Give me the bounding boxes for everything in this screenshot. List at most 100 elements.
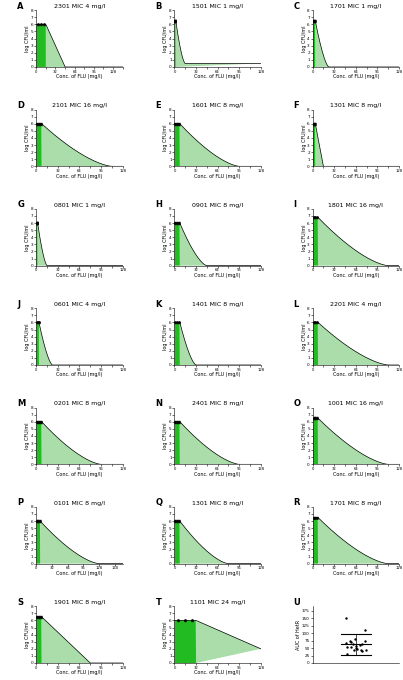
Polygon shape: [36, 322, 39, 365]
Point: [342, 613, 349, 624]
Y-axis label: log CFU/ml: log CFU/ml: [301, 124, 307, 151]
Y-axis label: log CFU/ml: log CFU/ml: [25, 324, 30, 350]
Y-axis label: log CFU/ml: log CFU/ml: [25, 423, 30, 449]
Title: 1401 MIC 8 mg/l: 1401 MIC 8 mg/l: [192, 302, 243, 307]
Polygon shape: [180, 322, 261, 365]
Polygon shape: [37, 223, 123, 266]
Title: 1301 MIC 8 mg/l: 1301 MIC 8 mg/l: [330, 103, 381, 108]
Polygon shape: [318, 418, 399, 464]
Polygon shape: [174, 620, 196, 663]
Title: 1601 MIC 8 mg/l: 1601 MIC 8 mg/l: [192, 103, 243, 108]
Text: U: U: [294, 598, 300, 607]
X-axis label: Conc. of FLU (mg/l): Conc. of FLU (mg/l): [56, 273, 103, 278]
Polygon shape: [313, 517, 318, 564]
Title: 1701 MIC 8 mg/l: 1701 MIC 8 mg/l: [330, 500, 381, 506]
X-axis label: Conc. of FLU (mg/l): Conc. of FLU (mg/l): [56, 74, 103, 80]
Polygon shape: [180, 124, 261, 167]
X-axis label: Conc. of FLU (mg/l): Conc. of FLU (mg/l): [194, 174, 241, 179]
Title: 2101 MIC 16 mg/l: 2101 MIC 16 mg/l: [52, 103, 107, 108]
Text: C: C: [294, 1, 300, 11]
Y-axis label: log CFU/ml: log CFU/ml: [25, 522, 30, 549]
Polygon shape: [36, 521, 40, 564]
Text: D: D: [17, 101, 24, 110]
X-axis label: Conc. of FLU (mg/l): Conc. of FLU (mg/l): [56, 571, 103, 576]
Polygon shape: [313, 124, 315, 167]
Point: [348, 636, 355, 647]
Text: O: O: [294, 399, 301, 408]
X-axis label: Conc. of FLU (mg/l): Conc. of FLU (mg/l): [332, 571, 379, 576]
Text: G: G: [17, 201, 24, 209]
Polygon shape: [174, 21, 176, 67]
Title: 2301 MIC 4 mg/l: 2301 MIC 4 mg/l: [54, 4, 105, 9]
Title: 1901 MIC 8 mg/l: 1901 MIC 8 mg/l: [54, 600, 105, 605]
Y-axis label: log CFU/ml: log CFU/ml: [25, 124, 30, 151]
X-axis label: Conc. of FLU (mg/l): Conc. of FLU (mg/l): [194, 571, 241, 576]
X-axis label: Conc. of FLU (mg/l): Conc. of FLU (mg/l): [332, 472, 379, 477]
Polygon shape: [40, 521, 123, 564]
Text: M: M: [17, 399, 25, 408]
Y-axis label: log CFU/ml: log CFU/ml: [163, 423, 168, 449]
Polygon shape: [39, 322, 123, 365]
Y-axis label: log CFU/ml: log CFU/ml: [25, 622, 30, 648]
Text: A: A: [17, 1, 24, 11]
X-axis label: Conc. of FLU (mg/l): Conc. of FLU (mg/l): [194, 670, 241, 675]
Title: 1801 MIC 16 mg/l: 1801 MIC 16 mg/l: [328, 203, 383, 208]
Text: S: S: [17, 598, 23, 607]
Polygon shape: [315, 124, 399, 167]
Text: I: I: [294, 201, 297, 209]
X-axis label: Conc. of FLU (mg/l): Conc. of FLU (mg/l): [56, 373, 103, 377]
Polygon shape: [174, 521, 180, 564]
Polygon shape: [180, 422, 261, 464]
Polygon shape: [318, 517, 399, 564]
Point: [347, 641, 354, 652]
Polygon shape: [180, 521, 261, 564]
Polygon shape: [36, 617, 42, 663]
Point: [361, 636, 368, 647]
Point: [350, 638, 356, 649]
Text: J: J: [17, 300, 20, 309]
Polygon shape: [174, 422, 180, 464]
X-axis label: Conc. of FLU (mg/l): Conc. of FLU (mg/l): [194, 472, 241, 477]
Polygon shape: [318, 218, 399, 266]
X-axis label: Conc. of FLU (mg/l): Conc. of FLU (mg/l): [194, 74, 241, 80]
Title: 0101 MIC 8 mg/l: 0101 MIC 8 mg/l: [54, 500, 105, 506]
Y-axis label: AUC of HetR: AUC of HetR: [296, 619, 301, 649]
Text: B: B: [156, 1, 162, 11]
Title: 1001 MIC 16 mg/l: 1001 MIC 16 mg/l: [328, 401, 383, 407]
Title: 1701 MIC 1 mg/l: 1701 MIC 1 mg/l: [330, 4, 381, 9]
Y-axis label: log CFU/ml: log CFU/ml: [163, 224, 168, 250]
X-axis label: Conc. of FLU (mg/l): Conc. of FLU (mg/l): [194, 273, 241, 278]
Y-axis label: log CFU/ml: log CFU/ml: [163, 522, 168, 549]
Title: 1301 MIC 8 mg/l: 1301 MIC 8 mg/l: [192, 500, 243, 506]
Point: [343, 637, 350, 648]
Polygon shape: [180, 223, 261, 266]
Point: [351, 634, 358, 645]
Y-axis label: log CFU/ml: log CFU/ml: [301, 324, 307, 350]
Y-axis label: log CFU/ml: log CFU/ml: [301, 423, 307, 449]
Text: K: K: [156, 300, 162, 309]
Polygon shape: [36, 124, 42, 167]
X-axis label: Conc. of FLU (mg/l): Conc. of FLU (mg/l): [332, 74, 379, 80]
X-axis label: Conc. of FLU (mg/l): Conc. of FLU (mg/l): [194, 373, 241, 377]
Polygon shape: [318, 322, 399, 365]
Polygon shape: [174, 223, 180, 266]
Point: [362, 625, 368, 636]
Text: N: N: [156, 399, 162, 408]
Polygon shape: [42, 124, 123, 167]
Title: 0901 MIC 8 mg/l: 0901 MIC 8 mg/l: [192, 203, 243, 208]
X-axis label: Conc. of FLU (mg/l): Conc. of FLU (mg/l): [332, 174, 379, 179]
X-axis label: Conc. of FLU (mg/l): Conc. of FLU (mg/l): [56, 670, 103, 675]
Polygon shape: [42, 422, 123, 464]
Polygon shape: [174, 124, 180, 167]
Y-axis label: log CFU/ml: log CFU/ml: [301, 25, 307, 52]
Point: [357, 644, 364, 655]
Title: 0201 MIC 8 mg/l: 0201 MIC 8 mg/l: [54, 401, 105, 407]
Title: 0801 MIC 1 mg/l: 0801 MIC 1 mg/l: [54, 203, 105, 208]
Title: 1101 MIC 24 mg/l: 1101 MIC 24 mg/l: [190, 600, 245, 605]
Polygon shape: [46, 24, 123, 67]
Text: R: R: [294, 498, 300, 507]
Y-axis label: log CFU/ml: log CFU/ml: [163, 622, 168, 648]
Y-axis label: log CFU/ml: log CFU/ml: [25, 25, 30, 52]
Y-axis label: log CFU/ml: log CFU/ml: [163, 324, 168, 350]
Polygon shape: [42, 617, 123, 663]
